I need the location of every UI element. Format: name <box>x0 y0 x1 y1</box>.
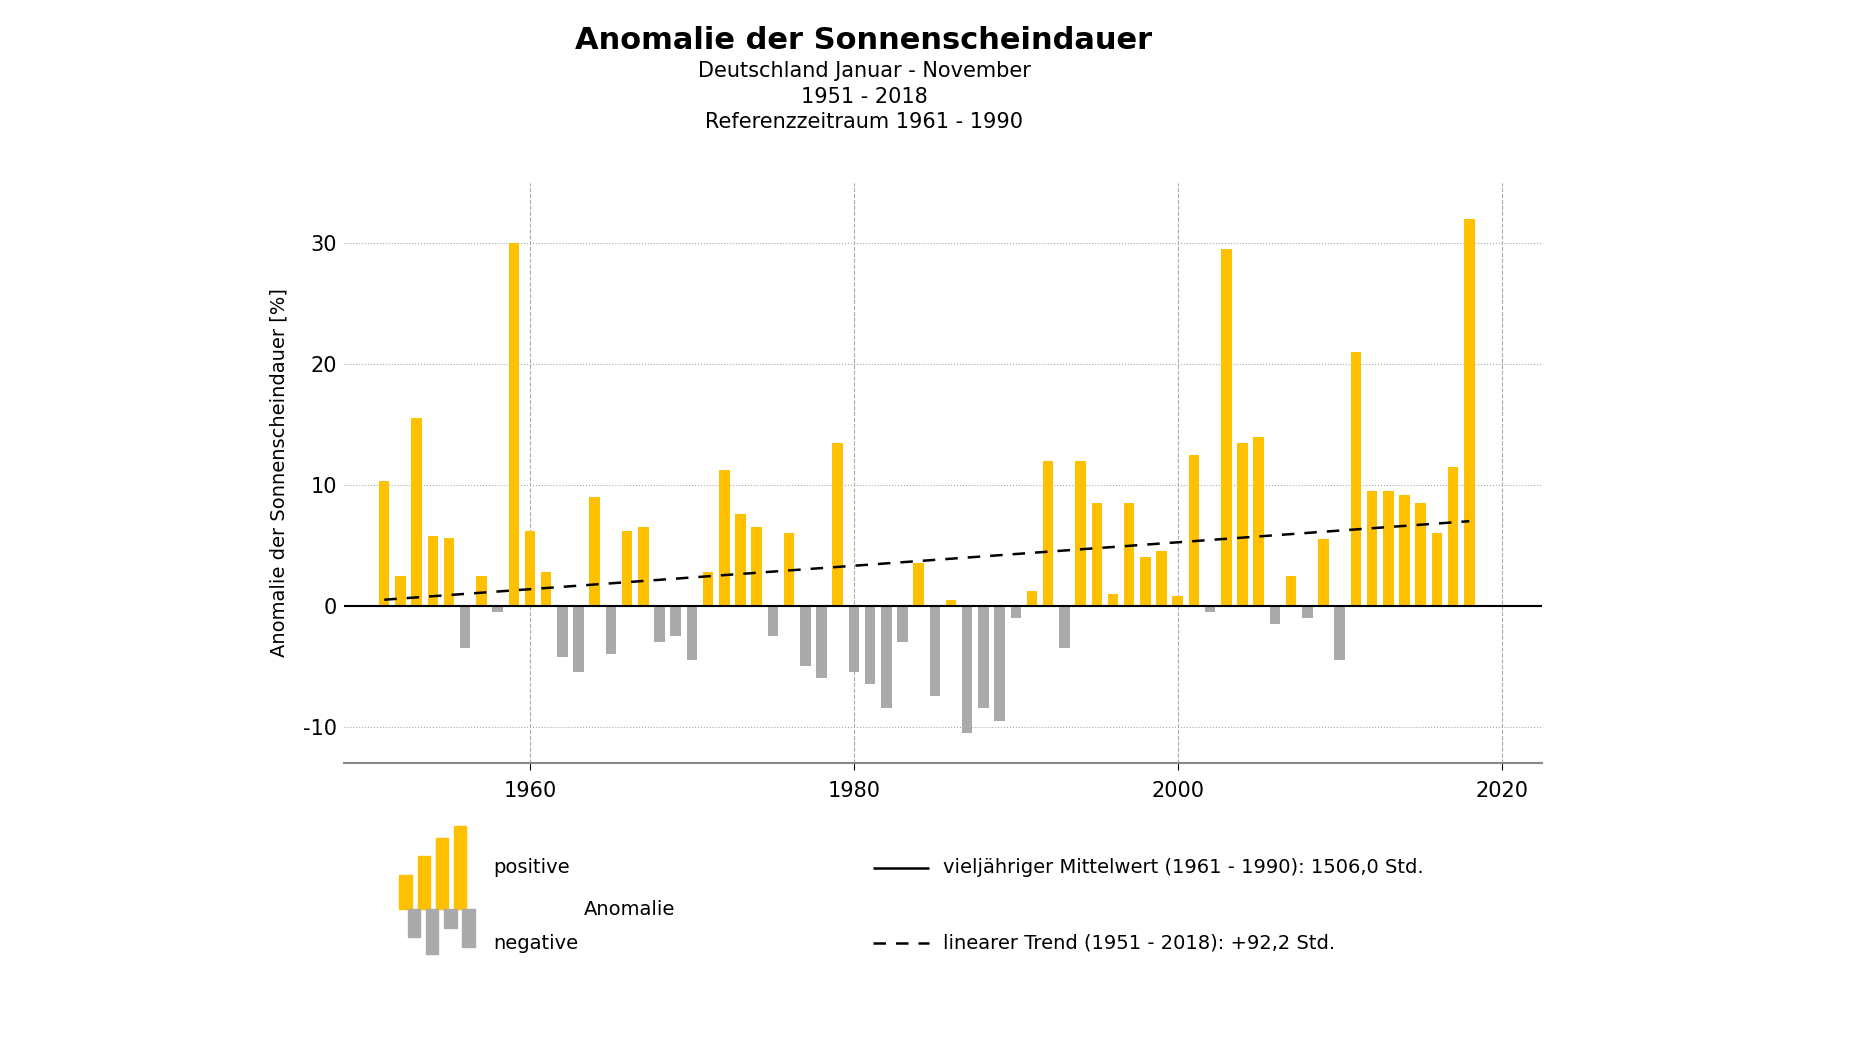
Bar <box>557 606 568 656</box>
Bar <box>1268 606 1279 624</box>
Bar <box>897 606 908 642</box>
Bar <box>800 606 810 667</box>
Bar <box>993 606 1005 721</box>
Y-axis label: Anomalie der Sonnenscheindauer [%]: Anomalie der Sonnenscheindauer [%] <box>269 288 288 657</box>
Bar <box>622 531 631 606</box>
Text: Deutschland Januar - November: Deutschland Januar - November <box>696 61 1031 80</box>
Bar <box>427 536 438 606</box>
Bar <box>962 606 971 733</box>
Bar <box>589 497 600 606</box>
Bar <box>1140 557 1149 606</box>
Bar <box>1415 503 1424 606</box>
Bar <box>864 606 875 684</box>
Bar <box>444 909 457 928</box>
Bar <box>849 606 858 672</box>
Text: Anomalie der Sonnenscheindauer: Anomalie der Sonnenscheindauer <box>576 26 1151 55</box>
Bar <box>1042 461 1053 606</box>
Bar <box>444 538 453 606</box>
Bar <box>461 606 470 648</box>
Bar <box>914 563 923 606</box>
Bar <box>832 443 843 606</box>
Bar <box>462 909 475 947</box>
Bar <box>1302 606 1311 618</box>
Bar <box>687 606 696 660</box>
Bar <box>1367 491 1376 606</box>
Bar <box>435 838 448 909</box>
Bar <box>1203 606 1214 611</box>
Bar <box>1317 539 1328 606</box>
Bar <box>574 606 583 672</box>
Bar <box>1398 494 1409 606</box>
Bar <box>1123 503 1135 606</box>
Bar <box>1188 455 1198 606</box>
Bar <box>880 606 891 709</box>
Bar <box>1447 467 1458 606</box>
Bar <box>702 572 713 606</box>
Bar <box>1253 437 1263 606</box>
Bar <box>1010 606 1021 618</box>
Bar <box>410 418 422 606</box>
Bar <box>509 243 518 606</box>
Bar <box>750 528 761 606</box>
Bar <box>418 857 431 909</box>
Bar <box>1333 606 1344 660</box>
Bar <box>767 606 778 636</box>
Bar <box>396 576 405 606</box>
Bar <box>654 606 665 642</box>
Bar <box>1172 596 1183 606</box>
Bar <box>977 606 988 709</box>
Bar <box>945 600 956 606</box>
Bar <box>637 528 648 606</box>
Bar <box>1075 461 1084 606</box>
Bar <box>1237 443 1248 606</box>
Bar <box>1285 576 1296 606</box>
Text: vieljähriger Mittelwert (1961 - 1990): 1506,0 Std.: vieljähriger Mittelwert (1961 - 1990): 1… <box>943 858 1422 877</box>
Bar <box>1058 606 1070 648</box>
Bar <box>605 606 617 654</box>
Bar <box>1463 219 1474 606</box>
Text: Anomalie: Anomalie <box>583 900 674 919</box>
Bar <box>379 482 390 606</box>
Bar <box>1350 352 1361 606</box>
Text: DWD: DWD <box>1707 36 1746 49</box>
Bar <box>1107 594 1118 606</box>
Bar <box>815 606 826 678</box>
Bar <box>409 909 420 937</box>
Bar <box>540 572 552 606</box>
Bar <box>492 606 503 611</box>
Text: positive: positive <box>492 858 568 877</box>
Text: negative: negative <box>492 933 578 952</box>
Bar <box>1432 533 1441 606</box>
Bar <box>425 909 438 954</box>
Bar <box>719 470 730 606</box>
Text: 1951 - 2018: 1951 - 2018 <box>800 87 927 107</box>
Bar <box>928 606 940 696</box>
Bar <box>735 514 745 606</box>
Text: Referenzzeitraum 1961 - 1990: Referenzzeitraum 1961 - 1990 <box>704 112 1023 132</box>
Bar <box>784 533 795 606</box>
Bar <box>524 531 535 606</box>
Bar <box>399 876 412 909</box>
Bar <box>1382 491 1393 606</box>
Bar <box>1220 250 1231 606</box>
Bar <box>1027 591 1036 606</box>
Bar <box>670 606 682 636</box>
Bar <box>453 827 466 909</box>
Text: linearer Trend (1951 - 2018): +92,2 Std.: linearer Trend (1951 - 2018): +92,2 Std. <box>943 933 1335 952</box>
Bar <box>1090 503 1101 606</box>
Bar <box>1155 552 1166 606</box>
Bar <box>475 576 487 606</box>
